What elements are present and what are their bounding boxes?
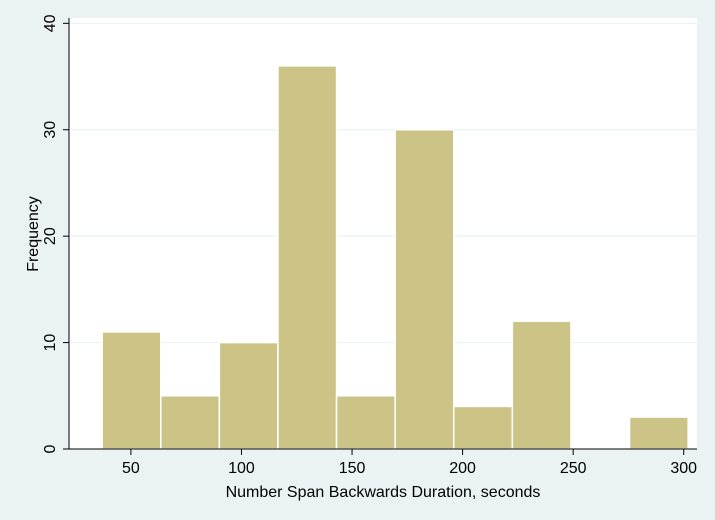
- histogram-bar: [335, 395, 396, 450]
- y-tick-label: 10: [42, 334, 59, 352]
- x-tick-label: 300: [670, 460, 697, 477]
- y-axis-title: Frequency: [25, 196, 42, 272]
- x-tick-label: 250: [560, 460, 587, 477]
- histogram-bar: [160, 395, 221, 450]
- histogram-bar: [511, 320, 572, 450]
- histogram-bar: [277, 65, 338, 450]
- gridlines: [69, 22, 697, 344]
- histogram-bar: [101, 331, 162, 450]
- y-ticks: 0 10 20 30 40: [42, 14, 69, 453]
- x-tick-label: 200: [449, 460, 476, 477]
- x-tick-label: 150: [339, 460, 366, 477]
- x-ticks: 50 100 150 200 250 300: [122, 449, 697, 477]
- y-tick-label: 20: [42, 227, 59, 245]
- histogram-bar: [218, 341, 279, 450]
- y-tick-label: 40: [42, 14, 59, 32]
- histogram-bar: [453, 405, 514, 450]
- plot-area: [69, 18, 697, 449]
- y-tick-label: 0: [42, 444, 59, 453]
- axes: [68, 18, 697, 450]
- histogram-bar: [394, 128, 455, 450]
- histogram-bar: [628, 416, 689, 450]
- y-tick-label: 30: [42, 121, 59, 139]
- bars: [101, 65, 689, 450]
- x-tick-label: 50: [122, 460, 140, 477]
- x-tick-label: 100: [228, 460, 255, 477]
- x-axis-title: Number Span Backwards Duration, seconds: [226, 484, 541, 501]
